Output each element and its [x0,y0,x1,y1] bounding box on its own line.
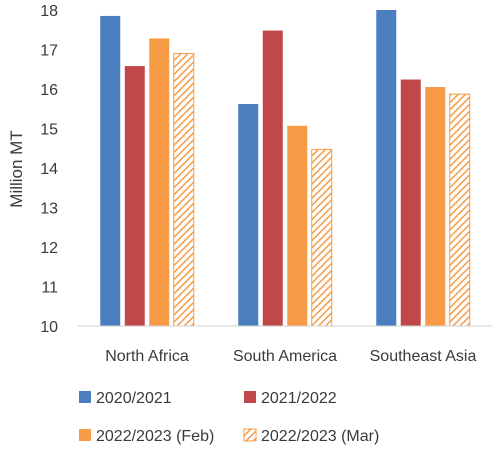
bar [100,15,121,327]
bar [124,66,145,326]
y-tick-label: 10 [40,319,58,336]
x-category-label: South America [233,348,337,365]
y-axis-ticks: 10 11 12 13 14 15 16 17 18 [40,3,58,336]
legend-label: 2022/2023 (Mar) [261,428,379,445]
legend-swatch [79,391,91,403]
x-category-label: North Africa [105,348,189,365]
legend-swatch [243,428,257,442]
legend-swatch [244,391,256,403]
bar [376,10,397,326]
bar [238,104,259,326]
bar [287,125,308,326]
y-tick-label: 11 [41,280,58,297]
bar [400,79,421,327]
bar [311,148,333,327]
legend-label: 2021/2022 [261,390,337,407]
legend-label: 2020/2021 [96,390,172,407]
bar-group [100,10,471,327]
bar [173,52,195,327]
y-tick-label: 15 [40,122,58,139]
y-tick-label: 14 [40,161,58,178]
bar [425,87,446,327]
legend-swatch [79,429,91,441]
legend-label: 2022/2023 (Feb) [96,428,214,445]
y-tick-label: 16 [40,82,58,99]
y-tick-label: 17 [40,43,58,60]
bar [449,93,471,327]
y-tick-label: 18 [40,3,58,20]
bar [149,38,170,326]
legend: 2020/2021 2021/2022 2022/2023 (Feb) 2022/20… [79,390,379,445]
x-axis-categories: North Africa South America Southeast Asia [105,348,476,365]
y-tick-label: 13 [40,201,58,218]
bar [262,30,283,326]
y-tick-label: 12 [40,240,58,257]
x-category-label: Southeast Asia [370,348,477,365]
y-axis-label: Million MT [7,130,26,207]
